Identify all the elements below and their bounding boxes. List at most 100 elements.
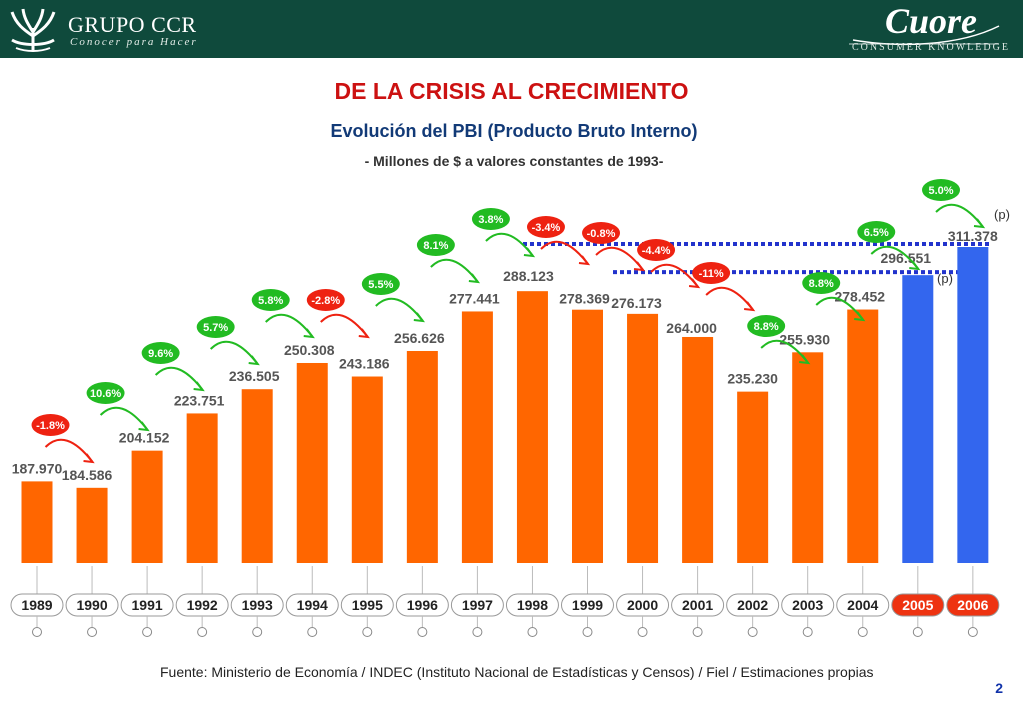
growth-badge [251,289,290,311]
growth-rate-label: -2.8% [311,295,340,307]
growth-rate-label: 6.5% [864,227,889,239]
growth-badge [196,316,235,338]
growth-badge [471,208,510,230]
arrow-head [468,273,481,284]
projected-marker: (p) [994,207,1010,222]
growth-arrow [154,366,204,391]
bar-1993 [241,389,273,563]
value-label: 223.751 [174,392,225,408]
growth-rate-label: 9.6% [148,348,173,360]
growth-rate-label: -0.8% [587,228,616,240]
year-dot [747,627,758,637]
bar-1992 [186,413,218,563]
growth-rate-label: 3.8% [478,214,503,226]
arrow-head [248,355,260,366]
arrow-head [413,312,426,323]
bar-1999 [572,309,603,563]
growth-badge [692,262,731,284]
growth-badge [141,342,180,364]
year-dot [802,627,813,637]
year-label: 1996 [407,597,438,613]
bar-2006 [957,247,989,563]
growth-arrow [265,313,314,338]
year-label: 1994 [297,597,328,613]
brand-name: GRUPO CCR [68,12,197,37]
growth-rate-label: 5.0% [928,185,953,197]
year-dot [692,627,703,637]
year-dot [417,627,428,637]
year-dot [362,627,373,637]
growth-badge [31,414,70,436]
partner-name: Cuore [884,1,978,41]
bar-1991 [131,450,163,563]
year-label: 1989 [21,597,52,613]
page-number: 2 [995,680,1003,696]
projected-marker: (p) [937,271,953,286]
year-label: 2005 [902,597,933,613]
bar-2002 [737,391,769,563]
value-label: 184.586 [62,467,113,483]
year-label: 1999 [572,597,603,613]
arrow-head [909,260,921,271]
value-label: 278.452 [834,289,885,305]
arrow-head [799,354,811,365]
year-label: 1991 [132,597,163,613]
growth-badge [747,315,786,337]
value-label: 250.308 [284,342,335,358]
year-dot [527,627,538,637]
page-title: DE LA CRISIS AL CRECIMIENTO [334,78,689,104]
year-dot [142,627,153,637]
year-dot [32,627,42,637]
growth-badge [86,382,125,404]
arrow-head [138,421,150,432]
brand-tagline: Conocer para Hacer [70,36,198,48]
growth-rate-label: 5.5% [368,279,393,291]
year-dot [252,627,263,637]
year-label: 1995 [352,597,383,613]
growth-rate-label: 10.6% [90,388,121,400]
cuore-logo-icon [849,25,1000,46]
bar-2003 [792,352,824,563]
bar-1997 [461,311,493,563]
arrow-head [83,453,95,464]
arrow-head [973,218,986,229]
year-dot [637,627,648,637]
arrow-head [303,328,315,339]
growth-arrow [935,203,984,228]
value-label: 243.186 [339,356,390,372]
value-label: 311.378 [948,228,998,244]
year-label: 2001 [682,597,713,613]
arrow-head [193,381,205,392]
growth-rate-label: 5.8% [258,295,283,307]
bar-1989 [21,481,53,563]
growth-badge [361,273,400,295]
year-label: 2002 [737,597,768,613]
year-label: 1993 [242,597,273,613]
bar-1998 [516,291,548,563]
year-dot [307,627,318,637]
bar-1996 [406,350,438,563]
chart-units-note: - Millones de $ a valores constantes de … [364,153,664,169]
value-label: 264.000 [666,320,717,336]
arrow-head [633,261,646,272]
growth-badge [306,289,345,311]
bar-1990 [76,487,108,563]
year-label: 1998 [517,597,548,613]
grupo-ccr-logo-icon [8,6,58,52]
arrow-head [358,328,370,339]
value-label: 277.441 [449,290,500,306]
growth-rate-label: 5.7% [203,322,228,334]
bar-2000 [627,313,659,563]
bar-1994 [296,362,328,563]
year-dot [912,627,923,637]
growth-rate-label: -11% [699,268,724,280]
partner-tagline: CONSUMER KNOWLEDGE [852,42,1010,53]
arrow-head [744,301,756,312]
growth-arrow [430,258,479,283]
year-label: 1992 [187,597,218,613]
growth-arrow [650,263,699,288]
growth-badge [857,221,896,243]
year-label: 1997 [462,597,493,613]
year-label: 2003 [792,597,823,613]
bar-2004 [847,309,879,563]
